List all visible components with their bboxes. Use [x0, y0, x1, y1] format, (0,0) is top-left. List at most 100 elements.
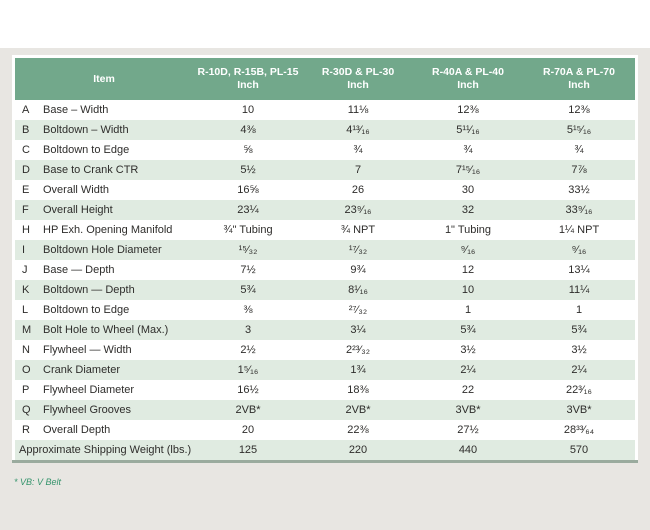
row-letter: E [15, 180, 43, 200]
spec-value-cell: 1¾ [303, 360, 413, 380]
row-letter: R [15, 420, 43, 440]
spec-value-cell: 1 [413, 300, 523, 320]
spec-value-cell: 16½ [193, 380, 303, 400]
table-row: C Boltdown to Edge ⅝ ¾ ¾ ¾ [15, 140, 635, 160]
table-row: K Boltdown — Depth 5¾ 8¹⁄₁₆ 10 11¼ [15, 280, 635, 300]
spec-value-cell: 28³³⁄₆₄ [523, 420, 635, 440]
spec-value-cell: ¹⁷⁄₃₂ [303, 240, 413, 260]
spec-value-cell: ¾ [303, 140, 413, 160]
spec-value-cell: 10 [413, 280, 523, 300]
spec-grid: Item R-10D, R-15B, PL-15 Inch R-30D & PL-30… [15, 58, 635, 460]
spec-value-cell: 2VB* [303, 400, 413, 420]
table-body: A Base – Width 10 11⅛ 12⅜ 12⅜ B Boltdown – Widt… [15, 100, 635, 460]
spec-value-cell: 3½ [523, 340, 635, 360]
row-item-label: Base to Crank CTR [43, 160, 193, 180]
spec-value-cell: 33⁹⁄₁₆ [523, 200, 635, 220]
spec-value-cell: 3 [193, 320, 303, 340]
spec-value-cell: 1" Tubing [413, 220, 523, 240]
spec-value-cell: 9¾ [303, 260, 413, 280]
spec-value-cell: 3¼ [303, 320, 413, 340]
header-row: Item R-10D, R-15B, PL-15 Inch R-30D & PL-30… [15, 58, 635, 100]
spec-value-cell: 4⅜ [193, 120, 303, 140]
row-letter: K [15, 280, 43, 300]
row-item-label: Boltdown — Depth [43, 280, 193, 300]
row-item-label: Boltdown Hole Diameter [43, 240, 193, 260]
row-letter: B [15, 120, 43, 140]
column-unit-label: Inch [237, 79, 259, 91]
spec-value-cell: 7⅞ [523, 160, 635, 180]
spec-value-cell: ⅜ [193, 300, 303, 320]
table-row: H HP Exh. Opening Manifold ¾" Tubing ¾ NPT 1… [15, 220, 635, 240]
row-letter: Q [15, 400, 43, 420]
column-model-label: R-30D & PL-30 [321, 66, 395, 78]
row-letter: L [15, 300, 43, 320]
spec-value-cell: 23⁹⁄₁₆ [303, 200, 413, 220]
row-letter: I [15, 240, 43, 260]
spec-value-cell: 2¼ [523, 360, 635, 380]
spec-value-cell: 3VB* [413, 400, 523, 420]
table-row: D Base to Crank CTR 5½ 7 7¹⁵⁄₁₆ 7⅞ [15, 160, 635, 180]
spec-value-cell: 3VB* [523, 400, 635, 420]
spec-value-cell: 12 [413, 260, 523, 280]
spec-value-cell: 11⅛ [303, 100, 413, 120]
spec-value-cell: 2VB* [193, 400, 303, 420]
row-letter: J [15, 260, 43, 280]
spec-value-cell: ¾" Tubing [193, 220, 303, 240]
row-letter: H [15, 220, 43, 240]
row-letter: A [15, 100, 43, 120]
spec-value-cell: 23¼ [193, 200, 303, 220]
spec-value-cell: 7 [303, 160, 413, 180]
spec-value-cell: 5¾ [193, 280, 303, 300]
table-row: M Bolt Hole to Wheel (Max.) 3 3¼ 5¾ 5¾ [15, 320, 635, 340]
spec-value-cell: 20 [193, 420, 303, 440]
spec-value-cell: ⅝ [193, 140, 303, 160]
spec-value-cell: 22 [413, 380, 523, 400]
row-item-label: Overall Width [43, 180, 193, 200]
spec-value-cell: 26 [303, 180, 413, 200]
spec-value-cell: 12⅜ [523, 100, 635, 120]
table-row: Q Flywheel Grooves 2VB* 2VB* 3VB* 3VB* [15, 400, 635, 420]
table-row: B Boltdown – Width 4⅜ 4¹³⁄₁₆ 5¹¹⁄₁₆ 5¹⁵⁄₁₆ [15, 120, 635, 140]
row-item-label: Flywheel Diameter [43, 380, 193, 400]
spec-value-cell: 7¹⁵⁄₁₆ [413, 160, 523, 180]
table-row: R Overall Depth 20 22⅜ 27½ 28³³⁄₆₄ [15, 420, 635, 440]
row-item-label: Bolt Hole to Wheel (Max.) [43, 320, 193, 340]
spec-value-cell: 1 [523, 300, 635, 320]
table-row: P Flywheel Diameter 16½ 18⅜ 22 22³⁄₁₆ [15, 380, 635, 400]
shipping-weight-value: 570 [523, 440, 635, 460]
spec-value-cell: ⁹⁄₁₆ [523, 240, 635, 260]
spec-value-cell: ⁹⁄₁₆ [413, 240, 523, 260]
shipping-weight-value: 440 [413, 440, 523, 460]
table-row: A Base – Width 10 11⅛ 12⅜ 12⅜ [15, 100, 635, 120]
table-row: J Base — Depth 7½ 9¾ 12 13¼ [15, 260, 635, 280]
spec-value-cell: 22⅜ [303, 420, 413, 440]
row-letter: C [15, 140, 43, 160]
row-letter: O [15, 360, 43, 380]
spec-value-cell: 1¼ NPT [523, 220, 635, 240]
spec-value-cell: 10 [193, 100, 303, 120]
row-letter: N [15, 340, 43, 360]
row-item-label: Boltdown to Edge [43, 300, 193, 320]
shipping-weight-label: Approximate Shipping Weight (lbs.) [15, 440, 193, 460]
spec-value-cell: 3½ [413, 340, 523, 360]
spec-value-cell: 11¼ [523, 280, 635, 300]
spec-value-cell: 5¾ [523, 320, 635, 340]
shipping-weight-value: 220 [303, 440, 413, 460]
table-row: L Boltdown to Edge ⅜ ²⁷⁄₃₂ 1 1 [15, 300, 635, 320]
spec-value-cell: ¾ [413, 140, 523, 160]
spec-value-cell: 32 [413, 200, 523, 220]
spec-value-cell: 30 [413, 180, 523, 200]
row-item-label: Overall Depth [43, 420, 193, 440]
spec-value-cell: 5¾ [413, 320, 523, 340]
column-header-model: R-70A & PL-70 Inch [523, 58, 635, 100]
row-item-label: Boltdown – Width [43, 120, 193, 140]
column-model-label: R-70A & PL-70 [543, 66, 615, 78]
spec-value-cell: ²⁷⁄₃₂ [303, 300, 413, 320]
spec-value-cell: 5½ [193, 160, 303, 180]
table-row: O Crank Diameter 1⁵⁄₁₆ 1¾ 2¼ 2¼ [15, 360, 635, 380]
table-row: F Overall Height 23¼ 23⁹⁄₁₆ 32 33⁹⁄₁₆ [15, 200, 635, 220]
spec-value-cell: ¾ [523, 140, 635, 160]
table-row: E Overall Width 16⅝ 26 30 33½ [15, 180, 635, 200]
spec-value-cell: 2¼ [413, 360, 523, 380]
